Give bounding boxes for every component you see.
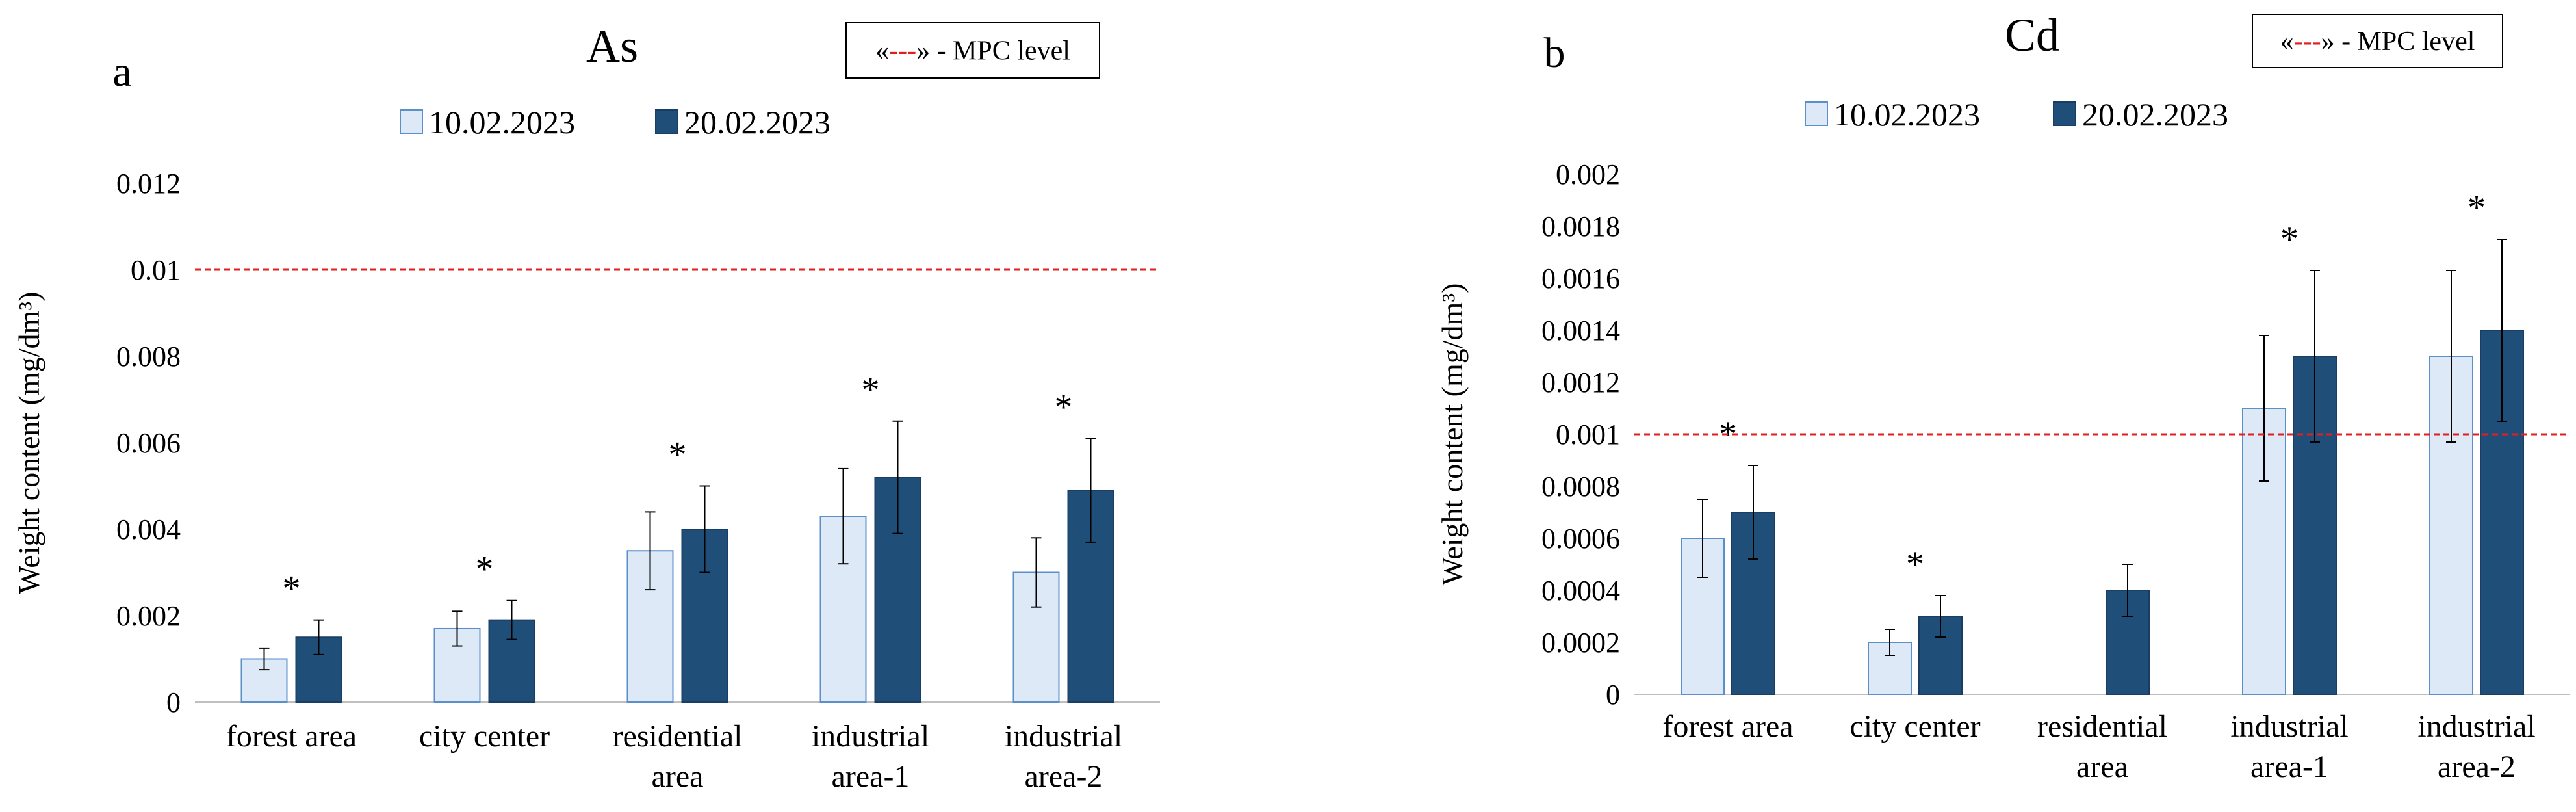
- y-tick-label: 0.0014: [1541, 315, 1620, 347]
- significance-mark: *: [476, 549, 494, 590]
- chart-title: As: [586, 20, 638, 72]
- mpc-close: »: [2321, 27, 2335, 57]
- mpc-legend-box: [2252, 14, 2503, 68]
- mpc-legend-text: «---» - MPC level: [2280, 27, 2475, 57]
- significance-mark: *: [2280, 219, 2299, 259]
- category-label: area: [2076, 750, 2128, 784]
- bar-series2-cat4: [874, 477, 921, 703]
- significance-mark: *: [862, 370, 880, 410]
- mpc-text: - MPC level: [930, 36, 1070, 66]
- legend-label-2: 20.02.2023: [2082, 96, 2228, 133]
- mpc-legend: «---» - MPC level: [845, 22, 1100, 79]
- category-label: industrial: [2230, 709, 2348, 744]
- y-tick-label: 0.002: [116, 600, 181, 632]
- category-label: area-1: [832, 759, 910, 794]
- panel-label: b: [1544, 29, 1565, 77]
- y-axis-label: Weight content (mg/dm³): [12, 292, 45, 594]
- bar-series2-cat2: [1918, 616, 1963, 695]
- y-tick-label: 0.0016: [1541, 263, 1620, 295]
- category-label: area-1: [2250, 750, 2328, 784]
- category-label: industrial: [812, 719, 929, 753]
- chart-b: b Cd «---» - MPC level 10.02.2023 20.02.2023…: [1436, 9, 2570, 784]
- y-tick-label: 0.012: [116, 168, 181, 200]
- mpc-dash: ---: [2294, 27, 2321, 57]
- category-label: forest area: [226, 719, 357, 753]
- legend-swatch-1: [1805, 101, 1828, 126]
- category-label: city center: [1849, 709, 1980, 744]
- category-label: industrial: [1005, 719, 1122, 753]
- mpc-open: «: [2280, 27, 2294, 57]
- y-tick-label: 0: [166, 687, 181, 718]
- chart-title: Cd: [2005, 9, 2059, 61]
- y-tick-label: 0.004: [116, 514, 181, 545]
- mpc-close: »: [916, 36, 930, 66]
- legend-label-1: 10.02.2023: [1834, 96, 1980, 133]
- y-axis-label: Weight content (mg/dm³): [1436, 283, 1469, 586]
- y-tick-label: 0.008: [116, 341, 181, 373]
- category-label: forest area: [1662, 709, 1793, 744]
- significance-mark: *: [2467, 188, 2486, 228]
- mpc-text: - MPC level: [2335, 27, 2475, 57]
- panel-label: a: [112, 48, 131, 96]
- category-label: area: [652, 759, 704, 794]
- y-tick-label: 0.0004: [1541, 575, 1620, 607]
- chart-a: a As «---» - MPC level 10.02.2023 20.02.2023…: [12, 20, 1160, 794]
- y-tick-label: 0.0012: [1541, 367, 1620, 399]
- bar-series1-cat3: [626, 550, 674, 703]
- legend-swatch-2: [655, 109, 678, 134]
- legend-label-2: 20.02.2023: [684, 104, 831, 140]
- category-label: area-2: [1025, 759, 1103, 794]
- mpc-legend: «---» - MPC level: [2252, 14, 2503, 68]
- y-tick-label: 0.01: [131, 254, 181, 286]
- mpc-open: «: [875, 36, 889, 66]
- mpc-legend-box: [845, 22, 1100, 79]
- y-tick-label: 0.0006: [1541, 523, 1620, 555]
- significance-mark: *: [669, 435, 687, 475]
- legend-swatch-2: [2053, 101, 2076, 126]
- category-label: industrial: [2417, 709, 2535, 744]
- category-label: area-2: [2438, 750, 2516, 784]
- y-tick-label: 0.0008: [1541, 471, 1620, 503]
- y-tick-label: 0.001: [1556, 419, 1620, 451]
- category-label: residential: [613, 719, 743, 753]
- legend-swatch-1: [400, 109, 423, 134]
- significance-mark: *: [1906, 544, 1924, 584]
- mpc-legend-text: «---» - MPC level: [875, 36, 1070, 66]
- y-tick-label: 0.0018: [1541, 211, 1620, 242]
- y-tick-label: 0.006: [116, 427, 181, 459]
- significance-mark: *: [1055, 387, 1073, 427]
- category-label: city center: [419, 719, 550, 753]
- y-tick-label: 0.002: [1556, 159, 1620, 190]
- significance-mark: *: [283, 569, 301, 609]
- y-tick-label: 0.0002: [1541, 627, 1620, 659]
- mpc-dash: ---: [889, 36, 916, 66]
- category-label: residential: [2037, 709, 2167, 744]
- legend-label-1: 10.02.2023: [429, 104, 575, 140]
- y-tick-label: 0: [1606, 679, 1620, 711]
